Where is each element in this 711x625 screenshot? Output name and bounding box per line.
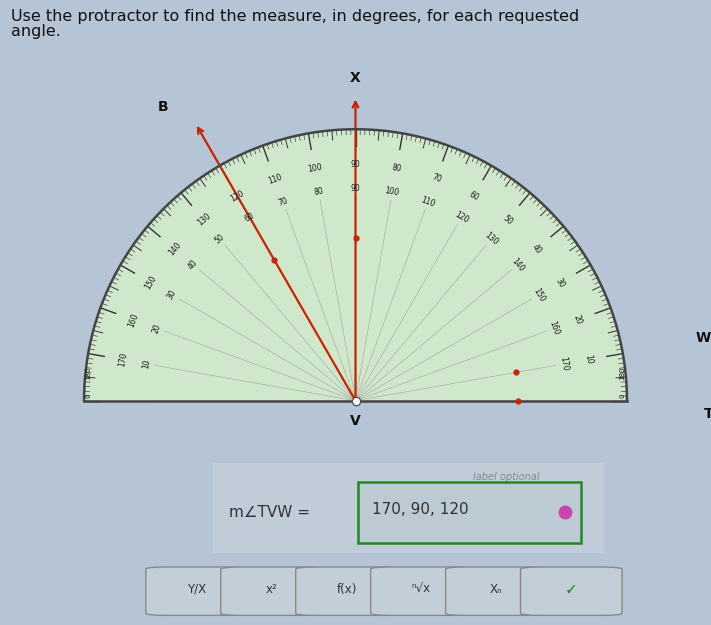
Text: 130: 130 — [483, 231, 500, 247]
Text: 10: 10 — [141, 358, 152, 369]
Text: 50: 50 — [501, 213, 514, 226]
Text: 60: 60 — [243, 211, 256, 224]
Text: 160: 160 — [547, 320, 561, 337]
Text: 180: 180 — [619, 367, 626, 380]
Text: 110: 110 — [419, 195, 437, 208]
Text: angle.: angle. — [11, 24, 60, 39]
Text: label optional: label optional — [474, 471, 540, 481]
Text: X: X — [350, 71, 361, 84]
Text: 90: 90 — [351, 184, 360, 194]
Text: 170: 170 — [558, 356, 570, 372]
Text: ⁿ√x: ⁿ√x — [412, 583, 431, 596]
Text: 0: 0 — [85, 394, 92, 398]
Polygon shape — [84, 129, 627, 401]
Text: 70: 70 — [277, 196, 289, 208]
Text: 30: 30 — [166, 288, 178, 301]
Text: x²: x² — [266, 583, 277, 596]
Text: 110: 110 — [267, 172, 283, 186]
Text: B: B — [157, 100, 168, 114]
Text: 90: 90 — [351, 160, 360, 169]
Text: W: W — [696, 331, 711, 345]
Text: Use the protractor to find the measure, in degrees, for each requested: Use the protractor to find the measure, … — [11, 9, 579, 24]
FancyBboxPatch shape — [296, 567, 397, 616]
Text: 160: 160 — [127, 312, 140, 328]
Text: 150: 150 — [144, 274, 159, 291]
Text: 40: 40 — [187, 258, 200, 271]
FancyBboxPatch shape — [370, 567, 472, 616]
Text: 30: 30 — [554, 276, 567, 289]
Text: 150: 150 — [531, 286, 546, 303]
Text: 80: 80 — [314, 187, 324, 198]
Text: 80: 80 — [391, 163, 402, 173]
Text: 50: 50 — [213, 232, 226, 245]
Text: V: V — [350, 414, 361, 428]
Text: 100: 100 — [385, 186, 400, 198]
Text: 40: 40 — [530, 242, 543, 256]
Text: 170: 170 — [117, 352, 129, 367]
Text: 60: 60 — [467, 190, 480, 202]
Text: 170, 90, 120: 170, 90, 120 — [372, 502, 469, 517]
FancyBboxPatch shape — [221, 567, 322, 616]
Text: 120: 120 — [229, 189, 246, 204]
Text: 120: 120 — [453, 210, 470, 225]
FancyBboxPatch shape — [446, 567, 547, 616]
FancyBboxPatch shape — [146, 567, 247, 616]
Text: 140: 140 — [166, 241, 183, 258]
Text: 0: 0 — [619, 394, 626, 398]
FancyBboxPatch shape — [198, 459, 620, 557]
Text: 10: 10 — [583, 354, 594, 365]
Text: 130: 130 — [196, 212, 212, 228]
Text: Y/X: Y/X — [187, 583, 206, 596]
Text: Xₙ: Xₙ — [490, 583, 503, 596]
FancyBboxPatch shape — [520, 567, 622, 616]
Text: ✓: ✓ — [565, 582, 577, 597]
Text: 70: 70 — [430, 173, 442, 184]
FancyBboxPatch shape — [358, 481, 581, 543]
Text: 20: 20 — [151, 322, 162, 334]
Text: 100: 100 — [306, 162, 322, 174]
Text: T: T — [704, 408, 711, 421]
Text: 20: 20 — [572, 314, 583, 326]
Text: f(x): f(x) — [336, 583, 357, 596]
Text: 180: 180 — [85, 367, 92, 380]
Text: 140: 140 — [510, 256, 526, 273]
Text: m∠TVW =: m∠TVW = — [229, 505, 315, 520]
